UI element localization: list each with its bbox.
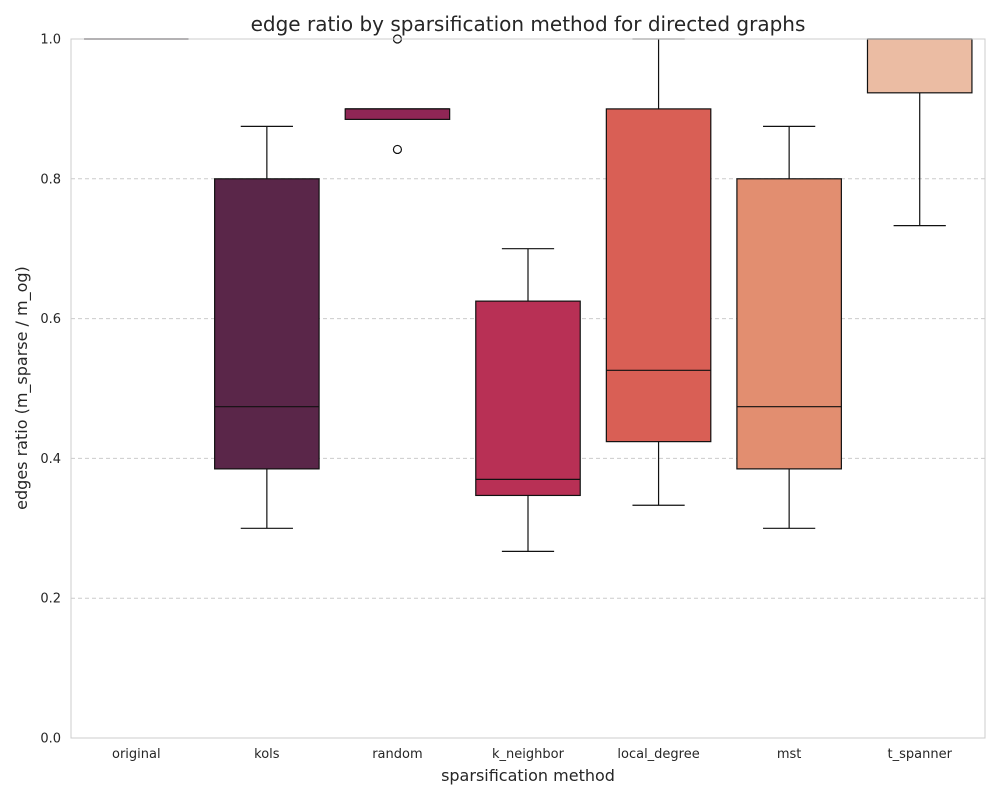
outlier-point	[392, 144, 403, 155]
y-tick-label: 0.0	[40, 732, 61, 747]
iqr-box	[866, 38, 973, 94]
iqr-box	[344, 108, 451, 120]
x-tick-label: random	[372, 747, 422, 762]
y-tick-label: 0.8	[40, 172, 61, 187]
box-k_neighbor	[475, 248, 581, 552]
y-tick-label: 1.0	[40, 33, 61, 48]
x-tick-label: kols	[254, 747, 280, 762]
x-tick-label: k_neighbor	[492, 747, 565, 762]
boxes	[84, 34, 973, 552]
x-tick-label: local_degree	[617, 747, 699, 762]
x-tick-labels: original kols random k_neighbor local_degree…	[112, 747, 953, 762]
x-axis-label: sparsification method	[441, 766, 615, 785]
y-tick-label: 0.6	[40, 312, 61, 327]
y-tick-label: 0.4	[40, 452, 61, 467]
box-random	[344, 34, 451, 155]
y-tick-labels: 0.0 0.2 0.4 0.6 0.8 1.0	[40, 33, 61, 747]
chart-title: edge ratio by sparsification method for …	[251, 12, 806, 36]
plot-frame	[70, 38, 986, 739]
iqr-box	[214, 178, 320, 470]
x-tick-label: mst	[777, 747, 802, 762]
box-mst	[736, 125, 842, 529]
iqr-box	[736, 178, 842, 470]
iqr-box	[605, 108, 712, 443]
box-local_degree	[605, 38, 712, 506]
y-axis-label: edges ratio (m_sparse / m_og)	[12, 266, 32, 510]
x-tick-label: t_spanner	[888, 747, 953, 762]
y-tick-label: 0.2	[40, 592, 61, 607]
x-tick-label: original	[112, 747, 161, 762]
box-t_spanner	[866, 38, 973, 227]
box-kols	[214, 125, 320, 529]
iqr-box	[475, 300, 581, 497]
